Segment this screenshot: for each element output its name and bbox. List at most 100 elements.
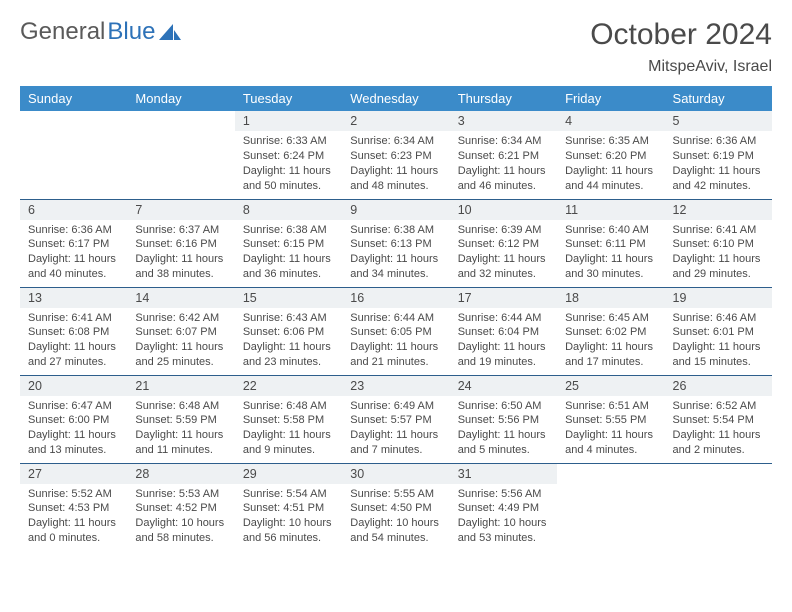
- day-details: Sunrise: 6:34 AMSunset: 6:23 PMDaylight:…: [342, 131, 449, 197]
- sunrise-value: 6:34 AM: [501, 135, 541, 147]
- sunrise-value: 6:37 AM: [179, 224, 219, 236]
- sunset-label: Sunset:: [565, 326, 602, 338]
- daylight-label: Daylight:: [565, 429, 608, 441]
- day-number: 10: [450, 200, 557, 220]
- sunset-value: 6:11 PM: [605, 238, 645, 250]
- sunset-value: 6:20 PM: [605, 150, 646, 162]
- sunset-label: Sunset:: [28, 326, 65, 338]
- sunset-value: 6:13 PM: [391, 238, 432, 250]
- day-number: 6: [20, 200, 127, 220]
- sunrise-label: Sunrise:: [458, 488, 498, 500]
- daylight-label: Daylight:: [565, 341, 608, 353]
- sunset-value: 4:53 PM: [68, 502, 109, 514]
- sunset-label: Sunset:: [350, 326, 387, 338]
- sunrise-label: Sunrise:: [350, 312, 390, 324]
- calendar-day-cell: 8Sunrise: 6:38 AMSunset: 6:15 PMDaylight…: [235, 199, 342, 287]
- sunrise-label: Sunrise:: [135, 400, 175, 412]
- day-number: 8: [235, 200, 342, 220]
- day-details: Sunrise: 6:50 AMSunset: 5:56 PMDaylight:…: [450, 396, 557, 462]
- day-number: 27: [20, 464, 127, 484]
- daylight-label: Daylight:: [565, 253, 608, 265]
- sunrise-value: 6:50 AM: [501, 400, 541, 412]
- day-details: Sunrise: 6:41 AMSunset: 6:08 PMDaylight:…: [20, 308, 127, 374]
- sunrise-label: Sunrise:: [28, 400, 68, 412]
- day-details: Sunrise: 6:38 AMSunset: 6:15 PMDaylight:…: [235, 220, 342, 286]
- sunset-value: 5:54 PM: [713, 414, 754, 426]
- sunrise-value: 6:40 AM: [609, 224, 649, 236]
- sunset-label: Sunset:: [350, 414, 387, 426]
- sunset-value: 6:15 PM: [283, 238, 324, 250]
- day-details: Sunrise: 6:34 AMSunset: 6:21 PMDaylight:…: [450, 131, 557, 197]
- day-details: Sunrise: 6:35 AMSunset: 6:20 PMDaylight:…: [557, 131, 664, 197]
- sunrise-label: Sunrise:: [673, 400, 713, 412]
- sunrise-value: 6:48 AM: [179, 400, 219, 412]
- day-header-row: Sunday Monday Tuesday Wednesday Thursday…: [20, 86, 772, 111]
- sunrise-value: 6:36 AM: [716, 135, 756, 147]
- calendar-day-cell: ..: [127, 111, 234, 199]
- day-details: Sunrise: 5:52 AMSunset: 4:53 PMDaylight:…: [20, 484, 127, 550]
- calendar-day-cell: 30Sunrise: 5:55 AMSunset: 4:50 PMDayligh…: [342, 463, 449, 551]
- brand-sail-icon: [159, 22, 181, 42]
- sunset-value: 6:24 PM: [283, 150, 324, 162]
- calendar-day-cell: 17Sunrise: 6:44 AMSunset: 6:04 PMDayligh…: [450, 287, 557, 375]
- sunrise-label: Sunrise:: [565, 224, 605, 236]
- sunrise-value: 5:54 AM: [286, 488, 326, 500]
- daylight-label: Daylight:: [673, 341, 716, 353]
- calendar-day-cell: 23Sunrise: 6:49 AMSunset: 5:57 PMDayligh…: [342, 375, 449, 463]
- day-number: 4: [557, 111, 664, 131]
- day-header: Friday: [557, 86, 664, 111]
- sunrise-label: Sunrise:: [135, 488, 175, 500]
- day-number: 7: [127, 200, 234, 220]
- sunset-label: Sunset:: [135, 238, 172, 250]
- calendar-day-cell: 24Sunrise: 6:50 AMSunset: 5:56 PMDayligh…: [450, 375, 557, 463]
- sunset-value: 6:08 PM: [68, 326, 109, 338]
- day-details: Sunrise: 6:40 AMSunset: 6:11 PMDaylight:…: [557, 220, 664, 286]
- sunset-value: 6:23 PM: [391, 150, 432, 162]
- calendar-day-cell: 19Sunrise: 6:46 AMSunset: 6:01 PMDayligh…: [665, 287, 772, 375]
- day-number: 3: [450, 111, 557, 131]
- calendar-day-cell: 15Sunrise: 6:43 AMSunset: 6:06 PMDayligh…: [235, 287, 342, 375]
- sunset-label: Sunset:: [243, 150, 280, 162]
- daylight-label: Daylight:: [458, 341, 501, 353]
- daylight-label: Daylight:: [673, 165, 716, 177]
- sunrise-value: 6:35 AM: [609, 135, 649, 147]
- day-number: 13: [20, 288, 127, 308]
- day-number: 19: [665, 288, 772, 308]
- sunset-value: 4:51 PM: [283, 502, 324, 514]
- daylight-label: Daylight:: [243, 517, 286, 529]
- sunset-label: Sunset:: [135, 502, 172, 514]
- day-number: 24: [450, 376, 557, 396]
- calendar-day-cell: 16Sunrise: 6:44 AMSunset: 6:05 PMDayligh…: [342, 287, 449, 375]
- sunset-label: Sunset:: [28, 414, 65, 426]
- sunrise-label: Sunrise:: [350, 135, 390, 147]
- month-title: October 2024: [590, 18, 772, 52]
- sunrise-value: 6:44 AM: [501, 312, 541, 324]
- sunset-value: 6:05 PM: [391, 326, 432, 338]
- sunrise-label: Sunrise:: [458, 135, 498, 147]
- sunrise-label: Sunrise:: [565, 135, 605, 147]
- daylight-label: Daylight:: [458, 429, 501, 441]
- day-number: 30: [342, 464, 449, 484]
- day-number: 20: [20, 376, 127, 396]
- sunset-label: Sunset:: [135, 414, 172, 426]
- day-header: Thursday: [450, 86, 557, 111]
- day-details: Sunrise: 6:33 AMSunset: 6:24 PMDaylight:…: [235, 131, 342, 197]
- day-number: 22: [235, 376, 342, 396]
- calendar-day-cell: 28Sunrise: 5:53 AMSunset: 4:52 PMDayligh…: [127, 463, 234, 551]
- day-details: Sunrise: 5:54 AMSunset: 4:51 PMDaylight:…: [235, 484, 342, 550]
- day-details: Sunrise: 6:43 AMSunset: 6:06 PMDaylight:…: [235, 308, 342, 374]
- day-header: Tuesday: [235, 86, 342, 111]
- day-number: 17: [450, 288, 557, 308]
- sunrise-value: 6:51 AM: [609, 400, 649, 412]
- daylight-label: Daylight:: [243, 165, 286, 177]
- daylight-label: Daylight:: [135, 517, 178, 529]
- sunset-label: Sunset:: [458, 150, 495, 162]
- sunset-value: 6:10 PM: [713, 238, 754, 250]
- day-number: 12: [665, 200, 772, 220]
- day-details: Sunrise: 6:41 AMSunset: 6:10 PMDaylight:…: [665, 220, 772, 286]
- sunrise-value: 6:34 AM: [394, 135, 434, 147]
- day-number: 1: [235, 111, 342, 131]
- sunrise-value: 6:36 AM: [71, 224, 111, 236]
- sunset-value: 6:02 PM: [605, 326, 646, 338]
- calendar-page: GeneralBlue October 2024 MitspeAviv, Isr…: [0, 0, 792, 612]
